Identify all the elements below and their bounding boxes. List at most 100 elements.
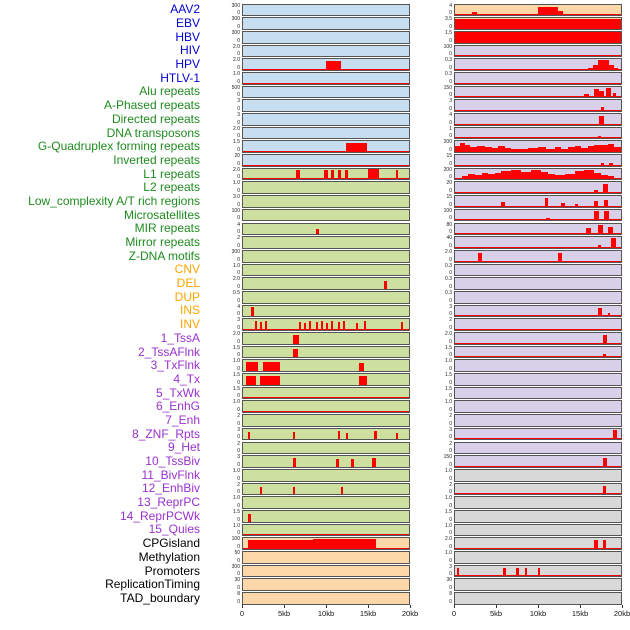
track-panel-right [454, 71, 622, 85]
y-axis-ticks: 1.0 0 [204, 496, 242, 509]
y-tick-zero-label: 0 [237, 516, 240, 523]
signal-bar [247, 514, 252, 522]
signal-bar [561, 203, 565, 207]
x-tick-mark [326, 605, 327, 609]
signal-bar [491, 147, 499, 153]
signal-bar [474, 174, 482, 180]
y-tick-zero-label: 0 [449, 324, 452, 331]
track-panel-left [242, 17, 410, 30]
y-axis-ticks: 100 0 [410, 207, 454, 222]
y-tick-zero-label: 0 [449, 51, 452, 58]
track-label: Microsatellites [123, 207, 200, 222]
signal-bar [601, 145, 608, 153]
signal-bar [254, 321, 257, 330]
y-axis-ticks: 1.5 0 [204, 373, 242, 386]
y-tick-max-label: 300 [231, 16, 240, 23]
track-panel-right [454, 496, 622, 509]
signal-bar [345, 143, 368, 153]
track-panel-left [242, 496, 410, 509]
y-tick-max-label: 4 [237, 303, 240, 310]
y-axis-ticks: 150 0 [410, 455, 454, 468]
signal-baseline [455, 315, 621, 317]
y-axis-ticks: 2.0 0 [204, 166, 242, 181]
track-label: Z-DNA motifs [128, 248, 200, 263]
signal-bar [554, 146, 562, 153]
y-axis-ticks: 1.5 0 [410, 30, 454, 44]
y-tick-zero-label: 0 [237, 256, 240, 263]
signal-bar [511, 148, 519, 153]
y-tick-zero-label: 0 [237, 92, 240, 99]
track-panel-left [242, 58, 410, 71]
signal-bar [461, 176, 469, 180]
track-panel-left [242, 249, 410, 263]
y-tick-max-label: 2 [237, 440, 240, 447]
y-tick-zero-label: 0 [449, 283, 452, 290]
signal-bar [264, 321, 267, 330]
y-tick-zero-label: 0 [237, 434, 240, 441]
track-label: 5_TxWk [155, 385, 200, 400]
y-tick-max-label: 1 [449, 125, 452, 132]
y-tick-zero-label: 0 [449, 434, 452, 441]
y-tick-max-label: 0.3 [445, 70, 452, 77]
y-axis-ticks: 500 0 [204, 84, 242, 99]
y-axis-ticks: 1.5 0 [410, 386, 454, 400]
axis-spacer-label [0, 605, 204, 623]
y-axis-ticks: 1.0 0 [410, 359, 454, 372]
track-row: MIR repeats 4 0 80 0 [0, 222, 630, 236]
y-axis-ticks: 1.0 0 [204, 181, 242, 194]
y-tick-max-label: 2.0 [233, 166, 240, 173]
signal-bar [321, 321, 323, 330]
track-panel-right [454, 427, 622, 441]
track-panel-left [242, 564, 410, 578]
y-axis-ticks: 2.0 0 [204, 277, 242, 290]
signal-baseline [455, 465, 621, 467]
y-tick-zero-label: 0 [449, 530, 452, 537]
x-tick-mark [538, 605, 539, 609]
y-tick-zero-label: 0 [449, 10, 452, 17]
track-panel-left [242, 523, 410, 537]
y-tick-max-label: 0.3 [445, 57, 452, 64]
signal-bar [602, 184, 608, 194]
track-panel-left [242, 359, 410, 373]
y-tick-zero-label: 0 [237, 585, 240, 592]
track-panel-right [454, 537, 622, 550]
y-axis-ticks: 300 0 [204, 564, 242, 578]
signal-bar [546, 148, 555, 153]
track-label: 4_Tx [173, 371, 200, 386]
track-panel-right [454, 455, 622, 468]
x-tick-label: 5kb [277, 609, 291, 619]
y-tick-max-label: 100 [443, 207, 452, 214]
track-label: HIV [179, 43, 200, 58]
y-tick-max-label: 1.0 [233, 399, 240, 406]
y-axis-ticks: 1.5 0 [410, 509, 454, 523]
y-tick-max-label: 2 [449, 481, 452, 488]
signal-bar [359, 362, 365, 372]
track-panel-left [242, 482, 410, 496]
track-panel-left [242, 578, 410, 592]
track-panel-left [242, 99, 410, 112]
signal-bar [326, 322, 328, 330]
track-panel-left [242, 277, 410, 290]
track-panel-right [454, 263, 622, 277]
track-label: Mirror repeats [125, 235, 200, 250]
track-label: A-Phased repeats [103, 98, 200, 113]
track-panel-right [454, 441, 622, 455]
signal-bar [538, 147, 547, 153]
track-panel-right [454, 99, 622, 112]
y-tick-max-label: 500 [231, 84, 240, 91]
y-tick-max-label: 1.0 [445, 550, 452, 557]
track-row: Low_complexity A/T rich regions 3.0 0 15 0 [0, 194, 630, 209]
y-tick-max-label: 3 [237, 454, 240, 461]
track-label: 15_Quies [148, 522, 200, 537]
x-axis-right: 0 5kb 10kb 15kb 20kb [452, 605, 630, 623]
x-tick-label: 10kb [317, 609, 335, 619]
y-tick-zero-label: 0 [449, 270, 452, 277]
signal-bar [584, 93, 590, 98]
signal-bar [557, 252, 563, 262]
track-row: 1_TssA 2.0 0 2.0 0 [0, 331, 630, 346]
track-panel-right [454, 359, 622, 373]
